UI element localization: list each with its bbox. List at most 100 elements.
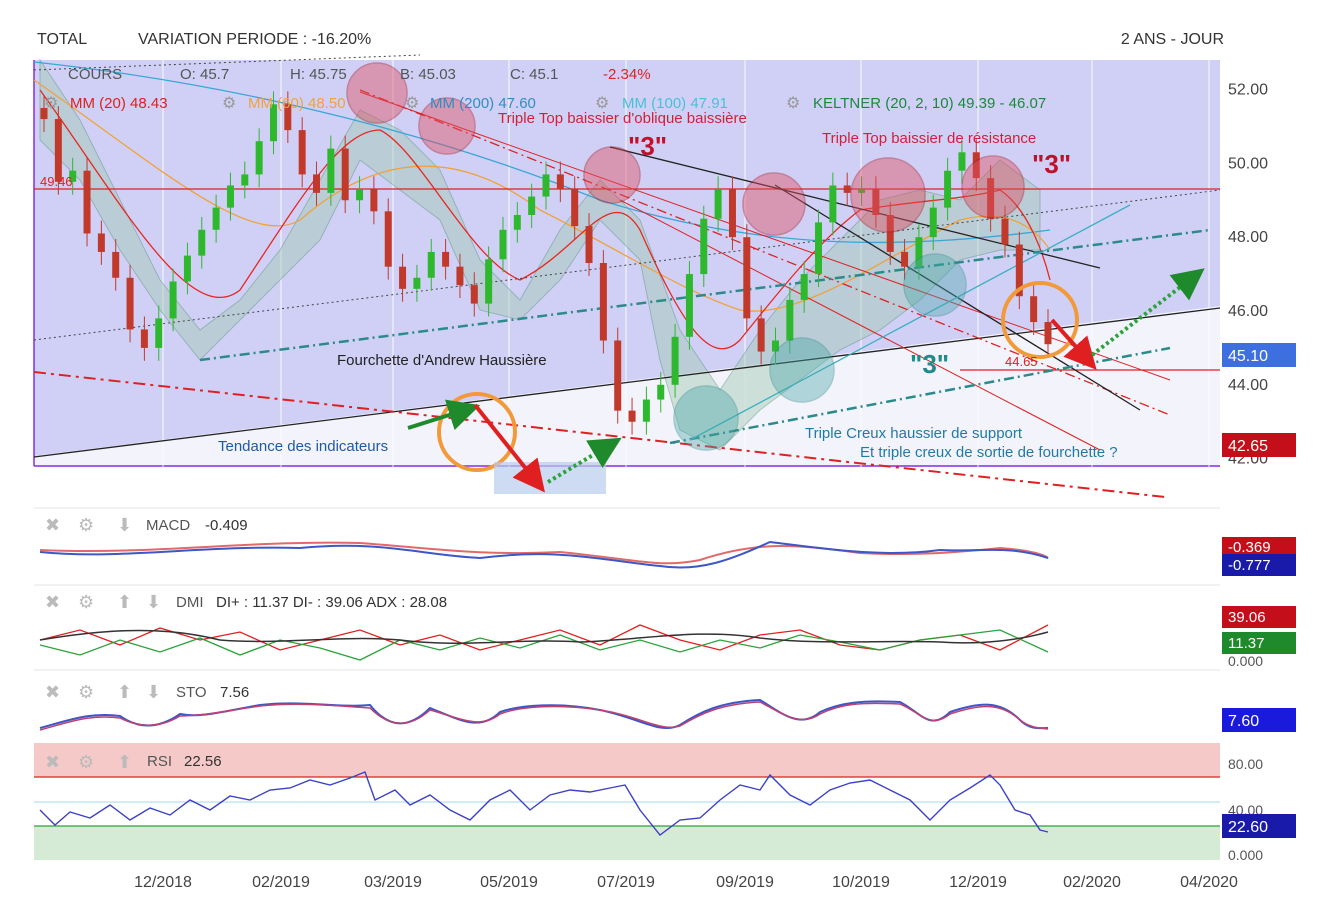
- candle-body: [700, 218, 708, 275]
- mm200-line: [33, 61, 1051, 244]
- rsi-label: RSI: [147, 753, 172, 770]
- candle-body: [1001, 218, 1009, 245]
- gear-icon: ⚙: [222, 95, 236, 112]
- candle-body: [54, 119, 62, 182]
- candle-body: [556, 174, 564, 190]
- three-label-c: "3": [910, 349, 949, 379]
- candle-body: [685, 274, 693, 337]
- candle-body: [241, 174, 249, 186]
- arrow-up-icon[interactable]: ⬆: [117, 752, 132, 772]
- candle-body: [513, 215, 521, 230]
- dotted-upper-line: [33, 189, 1221, 341]
- candle-body: [786, 299, 794, 341]
- gear-icon[interactable]: ⚙: [78, 515, 94, 535]
- gear-icon: ⚙: [44, 95, 58, 112]
- arrow-up-icon[interactable]: ⬆: [117, 592, 132, 612]
- candle-body: [585, 226, 593, 263]
- candle-body: [987, 178, 995, 219]
- y-tick-label: 46.00: [1228, 303, 1268, 320]
- candle-body: [255, 141, 263, 175]
- candle-body: [815, 222, 823, 275]
- x-axis: 12/2018 02/2019 03/2019 05/2019 07/2019 09/20…: [134, 874, 1238, 891]
- candle-body: [599, 263, 607, 341]
- period-label[interactable]: 2 ANS - JOUR: [1121, 31, 1224, 48]
- gear-icon[interactable]: ⚙: [78, 752, 94, 772]
- dmi-badge-2: 11.37: [1228, 635, 1264, 652]
- sto-badge: 7.60: [1228, 713, 1259, 730]
- candle-body: [485, 259, 493, 304]
- candle-body: [212, 207, 220, 230]
- sto-panel: ✖ ⚙ ⬆ ⬇ STO 7.56 7.60: [34, 669, 1296, 732]
- open-value: O: 45.7: [180, 66, 229, 83]
- rsi-value: 22.56: [184, 753, 222, 770]
- close-icon[interactable]: ✖: [45, 752, 60, 772]
- macd-panel: ✖ ⚙ ⬇ MACD -0.409 -0.369 -0.777: [34, 507, 1296, 576]
- macd-badge-1: -0.369: [1228, 539, 1271, 556]
- rsi-badge: 22.60: [1228, 819, 1268, 836]
- change-value: -2.34%: [603, 66, 651, 83]
- candlesticks: [40, 91, 1052, 435]
- candle-body: [829, 185, 837, 223]
- y-tick-label: 52.00: [1228, 82, 1268, 99]
- mm20-label: MM (20) 48.43: [70, 95, 168, 112]
- sto-value: 7.56: [220, 684, 249, 701]
- x-tick-label: 05/2019: [480, 874, 538, 891]
- annotations: Triple Top baissier d'oblique baissière …: [40, 110, 1118, 461]
- candle-body: [800, 274, 808, 300]
- x-tick-label: 12/2019: [949, 874, 1007, 891]
- y-tick-label: 50.00: [1228, 155, 1268, 172]
- top-resistance-annotation: Triple Top baissier de résistance: [822, 130, 1036, 147]
- mm200-label: MM (200) 47.60: [430, 95, 536, 112]
- close-icon[interactable]: ✖: [45, 682, 60, 702]
- indicators-annotation: Tendance des indicateurs: [218, 438, 388, 455]
- candle-body: [341, 148, 349, 201]
- candle-body: [198, 229, 206, 256]
- candle-body: [284, 104, 292, 131]
- vertical-grid: [162, 60, 1210, 860]
- candle-body: [370, 189, 378, 212]
- rsi-panel: ✖ ⚙ ⬆ RSI 22.56 80.00 40.00 22.60 0.000: [34, 743, 1296, 863]
- low-price-value: 42.65: [1228, 438, 1268, 455]
- candle-body: [843, 185, 851, 193]
- arrow-down-icon[interactable]: ⬇: [117, 515, 132, 535]
- candle-body: [1030, 296, 1038, 323]
- andrew-annotation: Fourchette d'Andrew Haussière: [337, 352, 547, 369]
- x-tick-label: 09/2019: [716, 874, 774, 891]
- close-icon[interactable]: ✖: [45, 592, 60, 612]
- x-tick-label: 02/2020: [1063, 874, 1121, 891]
- gear-icon[interactable]: ⚙: [78, 592, 94, 612]
- rsi-tick-80: 80.00: [1228, 756, 1263, 772]
- top-oblique-annotation: Triple Top baissier d'oblique baissière: [498, 110, 747, 127]
- gear-icon[interactable]: ⚙: [78, 682, 94, 702]
- variation-label: VARIATION PERIODE : -16.20%: [138, 31, 371, 48]
- candle-body: [169, 281, 177, 319]
- lower-red-dashed: [33, 371, 1166, 498]
- candle-body: [183, 255, 191, 282]
- x-tick-label: 12/2018: [134, 874, 192, 891]
- dmi-value: DI+ : 11.37 DI- : 39.06 ADX : 28.08: [216, 594, 447, 611]
- legend: COURS O: 45.7 H: 45.75 B: 45.03 C: 45.1 …: [44, 66, 1046, 112]
- candle-body: [771, 340, 779, 352]
- sto-label: STO: [176, 684, 207, 701]
- candle-body: [542, 174, 550, 197]
- rsi-overbought-zone: [34, 743, 1220, 777]
- close-icon[interactable]: ✖: [45, 515, 60, 535]
- macd-label: MACD: [146, 517, 190, 534]
- rsi-oversold-zone: [34, 826, 1220, 860]
- low-value: B: 45.03: [400, 66, 456, 83]
- gear-icon: ⚙: [786, 95, 800, 112]
- arrow-down-icon[interactable]: ⬇: [146, 682, 161, 702]
- mm60-label: MM (60) 48.50: [248, 95, 346, 112]
- candle-body: [743, 237, 751, 319]
- arrow-up-icon[interactable]: ⬆: [117, 682, 132, 702]
- cours-label: COURS: [68, 66, 122, 83]
- arrow-down-icon[interactable]: ⬇: [146, 592, 161, 612]
- candle-body: [269, 104, 277, 142]
- candle-body: [915, 237, 923, 267]
- candle-body: [714, 189, 722, 219]
- gear-icon: ⚙: [405, 95, 419, 112]
- candle-body: [226, 185, 234, 208]
- x-tick-label: 02/2019: [252, 874, 310, 891]
- y-tick-label: 48.00: [1228, 229, 1268, 246]
